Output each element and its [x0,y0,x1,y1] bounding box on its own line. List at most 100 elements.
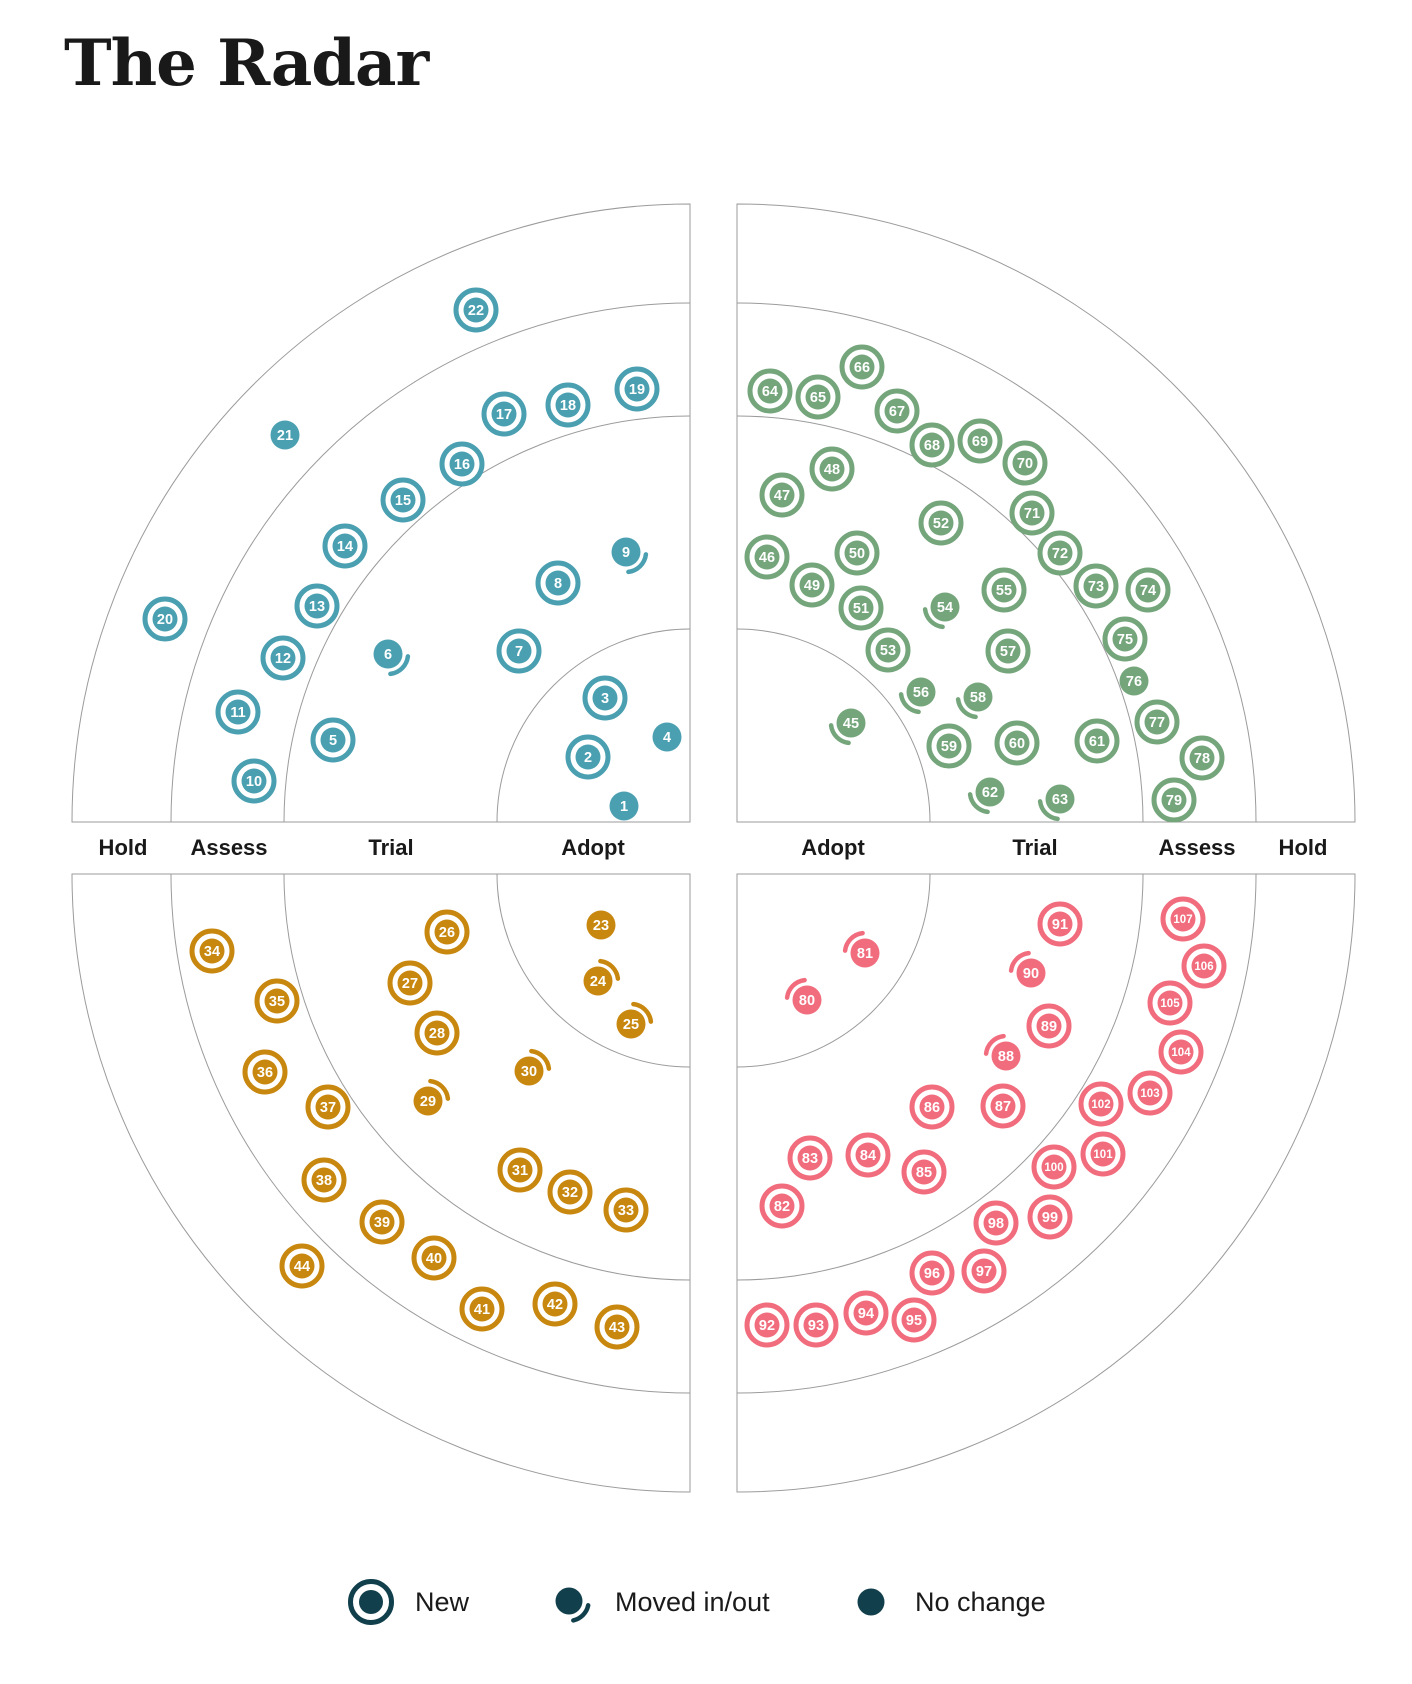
blip-11[interactable]: 11 [215,689,261,735]
blip-38[interactable]: 38 [301,1157,347,1203]
blip-73[interactable]: 73 [1073,563,1119,609]
blip-15[interactable]: 15 [380,477,426,523]
blip-90[interactable]: 90 [1008,950,1046,988]
blip-79[interactable]: 79 [1151,777,1197,823]
blip-9[interactable]: 9 [611,537,649,575]
blip-37[interactable]: 37 [305,1084,351,1130]
blip-18[interactable]: 18 [545,382,591,428]
blip-63[interactable]: 63 [1037,784,1075,822]
blip-35[interactable]: 35 [254,978,300,1024]
blip-62[interactable]: 62 [967,777,1005,815]
blip-30[interactable]: 30 [514,1048,552,1086]
blip-48[interactable]: 48 [809,446,855,492]
blip-91[interactable]: 91 [1037,901,1083,947]
blip-105[interactable]: 105 [1147,980,1193,1026]
blip-78[interactable]: 78 [1179,735,1225,781]
blip-57[interactable]: 57 [985,628,1031,674]
blip-19[interactable]: 19 [614,366,660,412]
blip-87[interactable]: 87 [980,1083,1026,1129]
blip-34[interactable]: 34 [189,928,235,974]
blip-83[interactable]: 83 [787,1135,833,1181]
blip-33[interactable]: 33 [603,1187,649,1233]
blip-24[interactable]: 24 [583,958,621,996]
blip-84[interactable]: 84 [845,1132,891,1178]
blip-23[interactable]: 23 [586,910,616,940]
blip-94[interactable]: 94 [843,1290,889,1336]
blip-16[interactable]: 16 [439,441,485,487]
blip-76[interactable]: 76 [1119,666,1149,696]
blip-28[interactable]: 28 [414,1010,460,1056]
blip-52[interactable]: 52 [918,500,964,546]
blip-41[interactable]: 41 [459,1286,505,1332]
blip-26[interactable]: 26 [424,909,470,955]
blip-95[interactable]: 95 [891,1297,937,1343]
blip-46[interactable]: 46 [744,534,790,580]
blip-50[interactable]: 50 [834,530,880,576]
blip-17[interactable]: 17 [481,391,527,437]
blip-51[interactable]: 51 [838,585,884,631]
blip-66[interactable]: 66 [839,344,885,390]
blip-89[interactable]: 89 [1026,1003,1072,1049]
blip-10[interactable]: 10 [231,758,277,804]
blip-39[interactable]: 39 [359,1199,405,1245]
blip-70[interactable]: 70 [1002,440,1048,486]
blip-102[interactable]: 102 [1078,1081,1124,1127]
blip-32[interactable]: 32 [547,1169,593,1215]
blip-55[interactable]: 55 [981,567,1027,613]
blip-80[interactable]: 80 [784,977,822,1015]
blip-13[interactable]: 13 [294,583,340,629]
blip-69[interactable]: 69 [957,418,1003,464]
blip-43[interactable]: 43 [594,1304,640,1350]
blip-61[interactable]: 61 [1074,718,1120,764]
blip-27[interactable]: 27 [387,960,433,1006]
blip-96[interactable]: 96 [909,1250,955,1296]
blip-4[interactable]: 4 [652,722,682,752]
blip-82[interactable]: 82 [759,1183,805,1229]
blip-2[interactable]: 2 [565,734,611,780]
blip-7[interactable]: 7 [496,628,542,674]
blip-106[interactable]: 106 [1181,943,1227,989]
blip-3[interactable]: 3 [582,675,628,721]
blip-21[interactable]: 21 [270,420,300,450]
blip-6[interactable]: 6 [373,639,411,677]
blip-72[interactable]: 72 [1037,530,1083,576]
blip-65[interactable]: 65 [795,374,841,420]
blip-20[interactable]: 20 [142,596,188,642]
blip-107[interactable]: 107 [1160,896,1206,942]
blip-14[interactable]: 14 [322,523,368,569]
blip-22[interactable]: 22 [453,287,499,333]
blip-44[interactable]: 44 [279,1243,325,1289]
blip-101[interactable]: 101 [1080,1131,1126,1177]
blip-93[interactable]: 93 [793,1302,839,1348]
blip-54[interactable]: 54 [922,592,960,630]
blip-100[interactable]: 100 [1031,1144,1077,1190]
blip-31[interactable]: 31 [497,1147,543,1193]
blip-85[interactable]: 85 [901,1149,947,1195]
blip-42[interactable]: 42 [532,1281,578,1327]
blip-92[interactable]: 92 [744,1302,790,1348]
blip-56[interactable]: 56 [898,677,936,715]
blip-45[interactable]: 45 [828,708,866,746]
blip-86[interactable]: 86 [909,1084,955,1130]
blip-53[interactable]: 53 [865,627,911,673]
blip-88[interactable]: 88 [983,1033,1021,1071]
blip-97[interactable]: 97 [961,1248,1007,1294]
blip-81[interactable]: 81 [842,930,880,968]
blip-47[interactable]: 47 [759,472,805,518]
blip-99[interactable]: 99 [1027,1194,1073,1240]
blip-1[interactable]: 1 [609,791,639,821]
blip-98[interactable]: 98 [973,1200,1019,1246]
blip-104[interactable]: 104 [1158,1029,1204,1075]
blip-59[interactable]: 59 [926,723,972,769]
blip-103[interactable]: 103 [1127,1070,1173,1116]
blip-68[interactable]: 68 [909,422,955,468]
blip-25[interactable]: 25 [616,1001,654,1039]
blip-77[interactable]: 77 [1134,699,1180,745]
blip-36[interactable]: 36 [242,1049,288,1095]
blip-75[interactable]: 75 [1102,616,1148,662]
blip-67[interactable]: 67 [874,388,920,434]
blip-8[interactable]: 8 [535,560,581,606]
blip-5[interactable]: 5 [310,717,356,763]
blip-64[interactable]: 64 [747,368,793,414]
blip-29[interactable]: 29 [413,1078,451,1116]
